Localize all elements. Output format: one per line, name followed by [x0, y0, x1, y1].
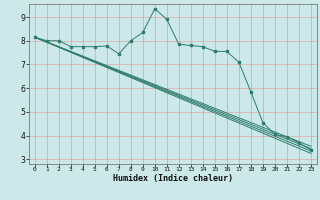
X-axis label: Humidex (Indice chaleur): Humidex (Indice chaleur) [113, 174, 233, 183]
